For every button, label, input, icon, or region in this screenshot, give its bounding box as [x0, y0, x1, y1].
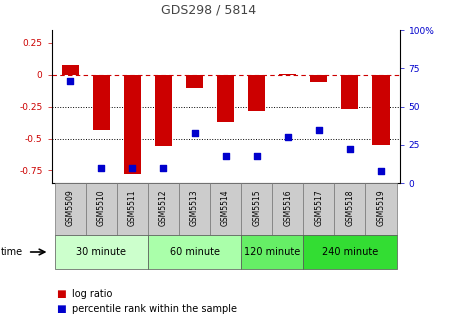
- Point: [222, 153, 229, 158]
- Text: ■: ■: [56, 289, 66, 299]
- Point: [377, 168, 384, 174]
- Text: ■: ■: [56, 304, 66, 314]
- Bar: [62, 65, 79, 75]
- Text: GSM5511: GSM5511: [128, 190, 137, 226]
- Text: GSM5517: GSM5517: [314, 190, 323, 226]
- Text: GSM5519: GSM5519: [376, 190, 386, 226]
- Bar: [241, 235, 303, 269]
- Bar: [341, 75, 358, 109]
- Bar: [155, 75, 172, 146]
- Bar: [55, 183, 86, 235]
- Bar: [86, 183, 117, 235]
- Bar: [372, 75, 390, 145]
- Text: GSM5514: GSM5514: [221, 190, 230, 226]
- Bar: [272, 183, 303, 235]
- Bar: [217, 75, 234, 122]
- Bar: [365, 183, 396, 235]
- Text: GDS298 / 5814: GDS298 / 5814: [161, 4, 256, 17]
- Text: 60 minute: 60 minute: [170, 247, 220, 257]
- Point: [346, 147, 353, 152]
- Bar: [310, 75, 327, 82]
- Point: [253, 153, 260, 158]
- Bar: [93, 75, 110, 130]
- Bar: [124, 75, 141, 174]
- Point: [191, 130, 198, 135]
- Bar: [241, 183, 272, 235]
- Text: GSM5518: GSM5518: [345, 190, 354, 226]
- Text: GSM5510: GSM5510: [97, 190, 106, 226]
- Point: [284, 135, 291, 140]
- Point: [315, 127, 322, 132]
- Text: 120 minute: 120 minute: [244, 247, 300, 257]
- Bar: [55, 235, 148, 269]
- Bar: [279, 74, 296, 75]
- Bar: [303, 235, 396, 269]
- Bar: [148, 183, 179, 235]
- Text: GSM5509: GSM5509: [66, 190, 75, 226]
- Text: percentile rank within the sample: percentile rank within the sample: [72, 304, 237, 314]
- Bar: [210, 183, 241, 235]
- Bar: [186, 75, 203, 88]
- Bar: [148, 235, 241, 269]
- Point: [98, 165, 105, 171]
- Bar: [179, 183, 210, 235]
- Bar: [117, 183, 148, 235]
- Point: [160, 165, 167, 171]
- Bar: [248, 75, 265, 111]
- Text: GSM5515: GSM5515: [252, 190, 261, 226]
- Text: GSM5516: GSM5516: [283, 190, 292, 226]
- Text: log ratio: log ratio: [72, 289, 112, 299]
- Text: 30 minute: 30 minute: [76, 247, 126, 257]
- Point: [67, 78, 74, 83]
- Text: time: time: [0, 247, 22, 257]
- Bar: [335, 183, 365, 235]
- Bar: [303, 183, 335, 235]
- Text: 240 minute: 240 minute: [322, 247, 378, 257]
- Point: [129, 165, 136, 171]
- Text: GSM5512: GSM5512: [159, 190, 168, 226]
- Text: GSM5513: GSM5513: [190, 190, 199, 226]
